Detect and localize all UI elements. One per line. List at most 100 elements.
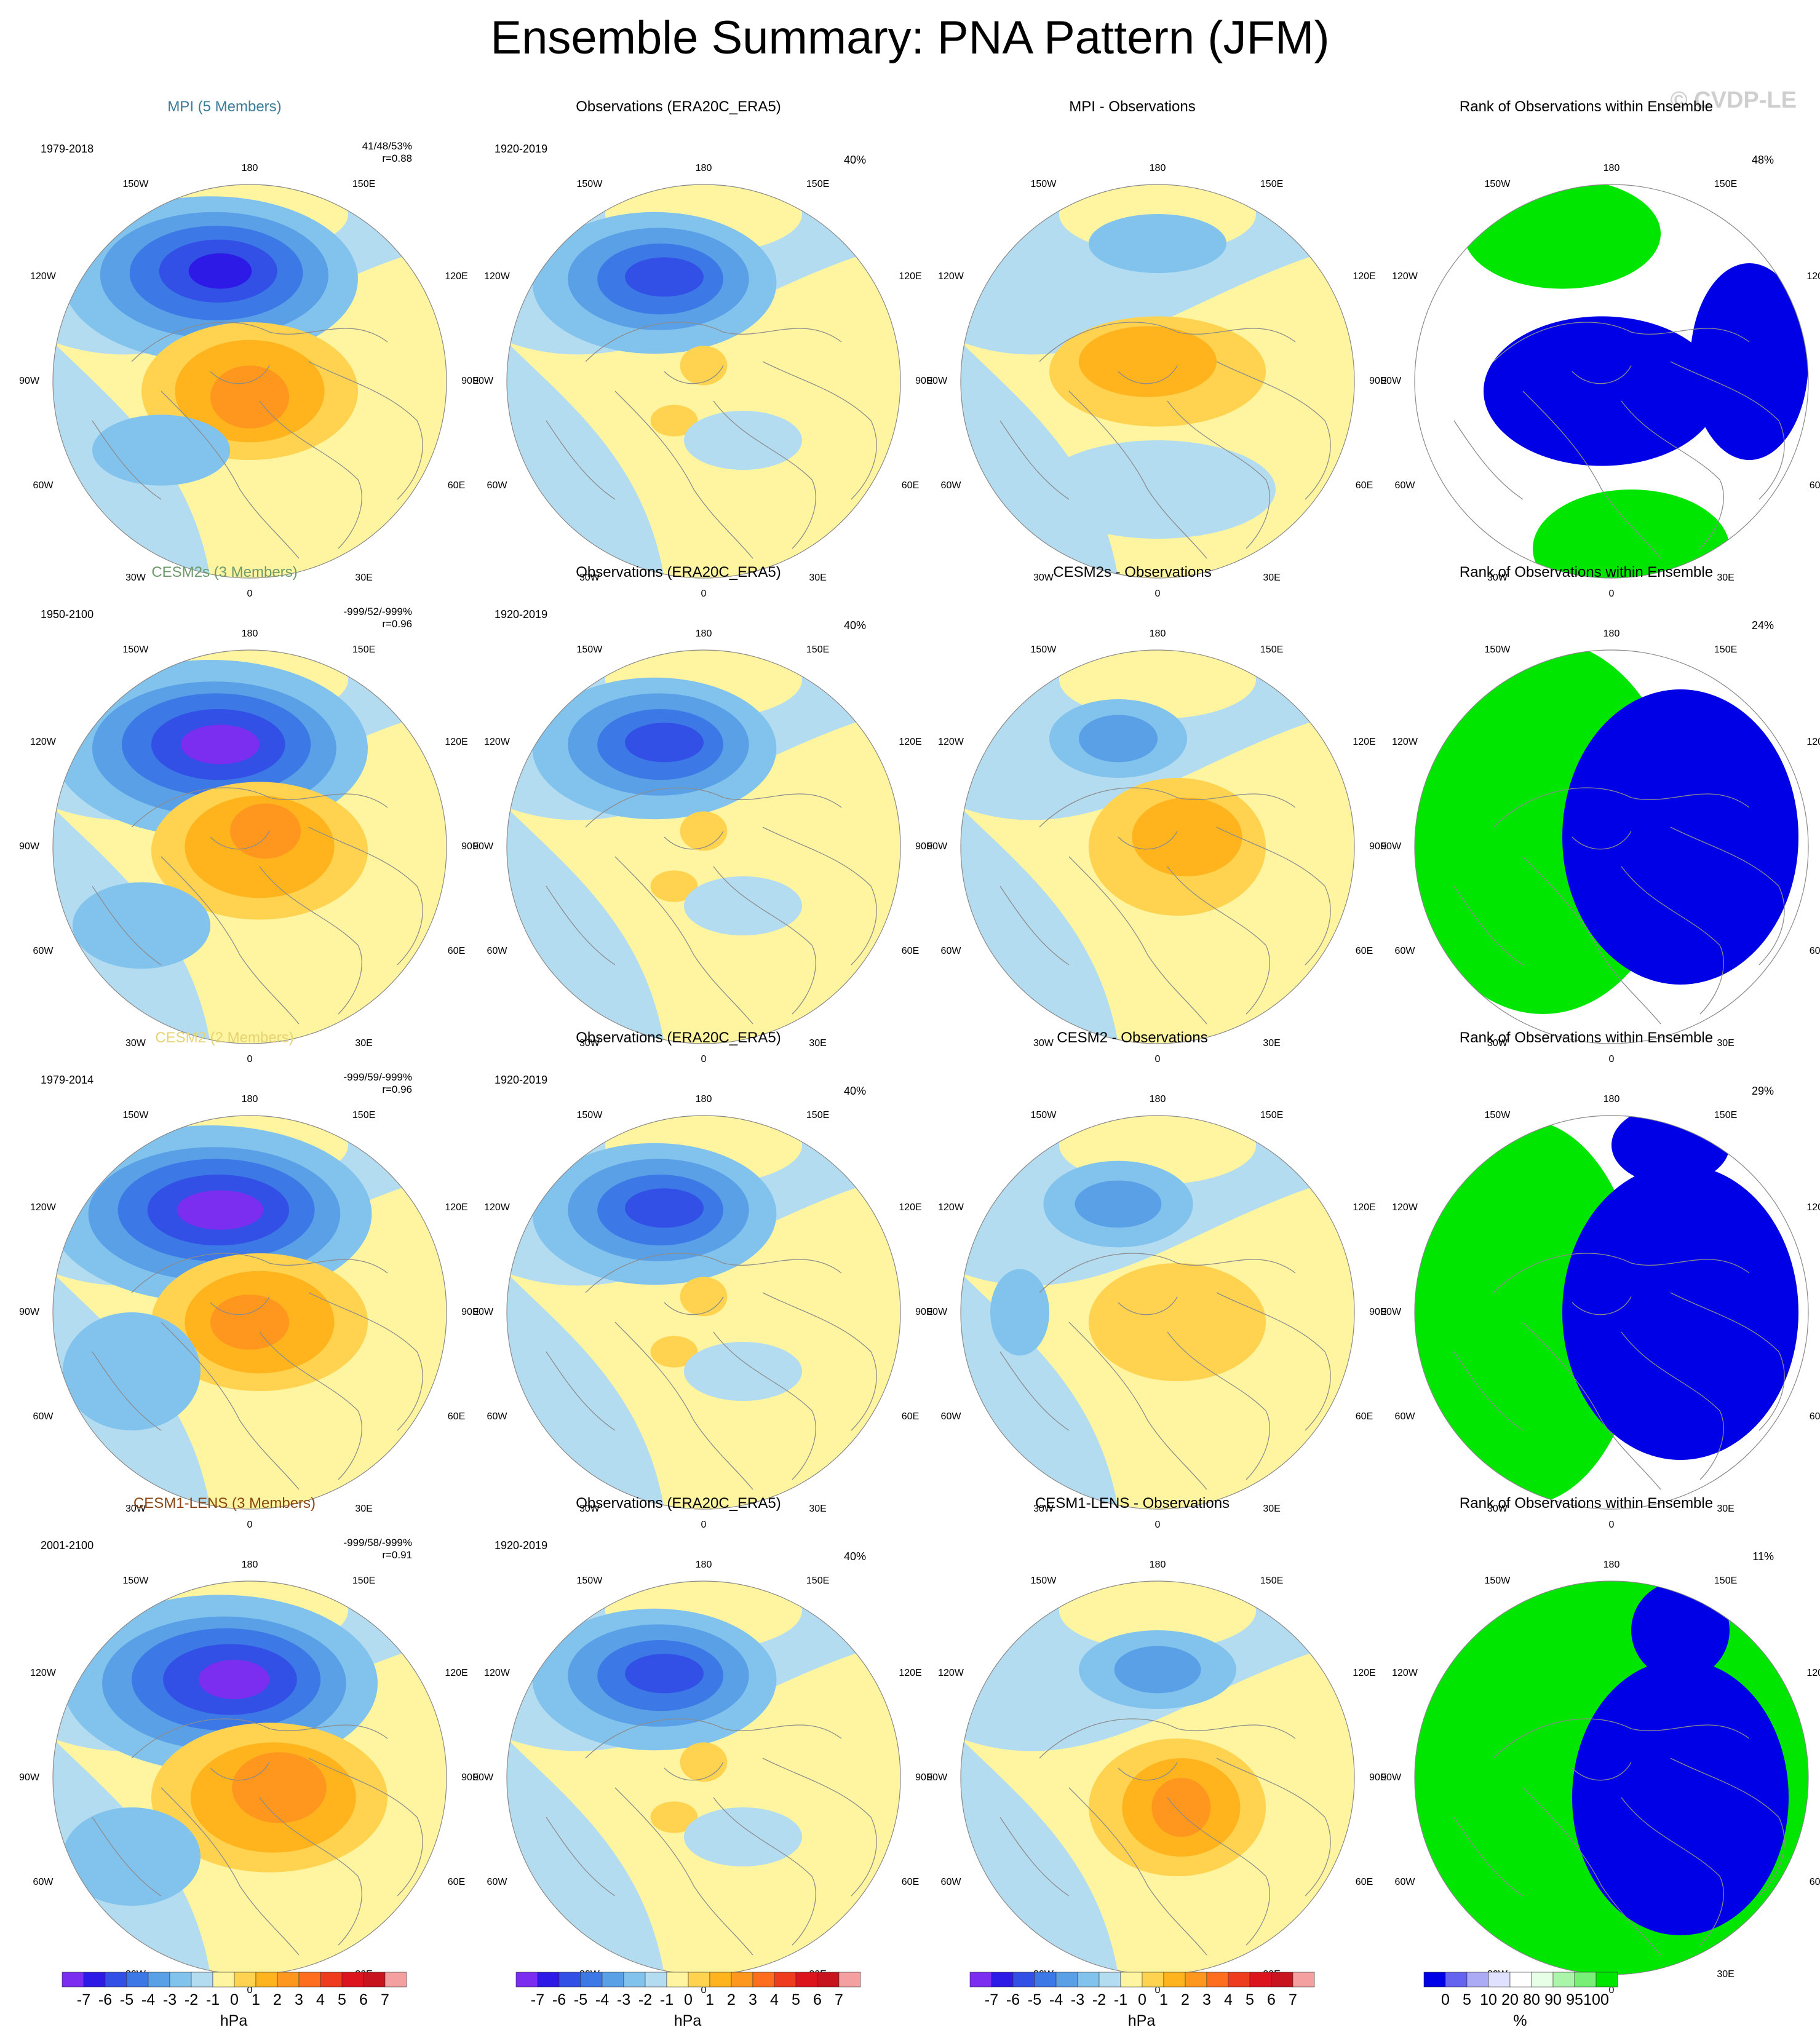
lon-label-b30w: 30W (125, 573, 146, 583)
obs-percent: 40% (843, 154, 866, 166)
lon-label-b60w: 60W (33, 1876, 54, 1887)
colorbar-swatch (558, 1972, 581, 1988)
colorbar-swatch (1574, 1972, 1597, 1988)
lon-label-top: 180 (1603, 1094, 1620, 1105)
colorbar-tick: -1 (1113, 1991, 1128, 2008)
map-r2-diff (960, 1115, 1355, 1510)
lon-label-b60w: 60W (487, 480, 507, 491)
lon-label-b30w: 30W (1487, 573, 1508, 583)
lon-label-b60w: 60W (33, 945, 54, 956)
lon-label-b120e: 120E (1353, 271, 1376, 282)
lon-label-top: 180 (241, 1094, 258, 1105)
lon-label-b90e: 90E (1369, 376, 1387, 386)
lon-label-b150w: 150W (576, 644, 603, 655)
colorbar-tick: -4 (1049, 1991, 1063, 2008)
colorbar-swatch (537, 1972, 560, 1988)
lon-label-b120e: 120E (445, 737, 468, 748)
panel-r2-model: CESM2 (2 Members) 1979-2014 -999/59/-999% r… (0, 1029, 479, 1530)
lon-label-b120e: 120E (899, 1668, 922, 1679)
obs-title: Observations (ERA20C_ERA5) (576, 1495, 781, 1512)
lon-label-b150e: 150E (806, 1576, 830, 1586)
colorbar-swatches (1423, 1972, 1618, 1988)
lon-label-b150w: 150W (1030, 1576, 1057, 1586)
lon-label-b30e: 30E (355, 1504, 373, 1514)
lon-label-b30e: 30E (355, 573, 373, 583)
obs-period: 1920-2019 (495, 143, 548, 155)
colorbar-tick: 6 (1267, 1991, 1276, 2008)
lon-label-b60w: 60W (1394, 1411, 1415, 1422)
colorbar-swatch (1466, 1972, 1489, 1988)
lon-label-b60w: 60W (33, 1411, 54, 1422)
rank-title: Rank of Observations within Ensemble (1459, 564, 1714, 581)
lon-label-bottom: 0 (1608, 1984, 1615, 1996)
panel-r0-rank: Rank of Observations within Ensemble 48% 1… (1362, 98, 1820, 599)
lon-label-top: 180 (1149, 628, 1166, 640)
colorbar-tick: 4 (316, 1991, 325, 2008)
panel-r3-diff: CESM1-LENS - Observations 180 0 150W 150E 120… (908, 1495, 1386, 1996)
colorbar-tick: 2 (273, 1991, 282, 2008)
panel-r0-obs: Observations (ERA20C_ERA5) 1920-2019 40% 18… (454, 98, 932, 599)
lon-label-b60e: 60E (1355, 945, 1373, 956)
lon-label-b120w: 120W (30, 271, 56, 282)
diff-title: CESM2s - Observations (1053, 564, 1212, 581)
map-r1-rank (1414, 649, 1809, 1044)
lon-label-b60e: 60E (1809, 1876, 1820, 1887)
lon-label-bottom: 0 (701, 1519, 707, 1530)
colorbar-tick: -2 (638, 1991, 653, 2008)
lon-label-b120w: 120W (484, 737, 510, 748)
colorbar-colorbar_hpa: -7 -6 -5 -4 -3 -2 -1 0 1 2 3 4 5 6 7 hPa (62, 1972, 407, 2029)
colorbar-tick: 5 (792, 1991, 800, 2008)
lon-label-b30w: 30W (125, 1504, 146, 1514)
lon-label-b90e: 90E (461, 841, 479, 852)
lon-label-b120e: 120E (1353, 1668, 1376, 1679)
lon-label-b120w: 120W (1392, 1202, 1418, 1213)
map-r2-obs (506, 1115, 901, 1510)
colorbar-tick: 0 (1441, 1991, 1450, 2008)
lon-label-b120e: 120E (1806, 271, 1820, 282)
lon-label-b60e: 60E (1809, 945, 1820, 956)
lon-label-b150e: 150E (806, 644, 830, 655)
rank-percent: 24% (1751, 619, 1774, 632)
colorbar-tick: 7 (1289, 1991, 1297, 2008)
colorbar-tick: 100 (1583, 1991, 1609, 2008)
model-period: 1979-2018 (41, 143, 94, 155)
colorbar-tick: 1 (705, 1991, 714, 2008)
lon-label-bottom: 0 (1154, 1519, 1161, 1530)
lon-label-b150e: 150E (1714, 179, 1738, 189)
model-period: 1950-2100 (41, 608, 94, 620)
map-r1-model (52, 649, 447, 1044)
lon-label-b60e: 60E (901, 1876, 920, 1887)
model-stats: -999/52/-999% r=0.96 (326, 606, 412, 630)
watermark: © CVDP-LE (1670, 87, 1797, 113)
rank-percent: 29% (1751, 1085, 1774, 1097)
lon-label-b120w: 120W (30, 1668, 56, 1679)
lon-label-b30w: 30W (1033, 1504, 1054, 1514)
colorbar-swatch (169, 1972, 192, 1988)
lon-label-b150w: 150W (1030, 1110, 1057, 1120)
colorbar-swatch (1292, 1972, 1315, 1988)
lon-label-b90w: 90W (1381, 841, 1402, 852)
lon-label-b90e: 90E (461, 1307, 479, 1317)
colorbar-tick: 2 (1181, 1991, 1190, 2008)
lon-label-top: 180 (1149, 163, 1166, 174)
colorbar-swatch (1120, 1972, 1143, 1988)
lon-label-b60e: 60E (447, 480, 466, 491)
lon-label-b120w: 120W (1392, 737, 1418, 748)
obs-period: 1920-2019 (495, 1074, 548, 1086)
lon-label-b120w: 120W (484, 1668, 510, 1679)
model-period: 2001-2100 (41, 1539, 94, 1552)
lon-label-b120w: 120W (938, 1668, 964, 1679)
lon-label-b150w: 150W (576, 1110, 603, 1120)
obs-title: Observations (ERA20C_ERA5) (576, 1029, 781, 1046)
lon-label-b90w: 90W (927, 1772, 948, 1783)
lon-label-b30e: 30E (1717, 573, 1735, 583)
colorbar-tick: 3 (749, 1991, 757, 2008)
colorbar-swatch (1509, 1972, 1532, 1988)
lon-label-b30e: 30E (1263, 1038, 1281, 1049)
lon-label-b120w: 120W (938, 1202, 964, 1213)
lon-label-b150e: 150E (1260, 179, 1284, 189)
lon-label-b60e: 60E (1355, 1411, 1373, 1422)
colorbar-tick: -5 (119, 1991, 134, 2008)
colorbar-swatch (1228, 1972, 1250, 1988)
panel-r0-diff: MPI - Observations 180 0 150W 150E 120W 120E 90… (908, 98, 1386, 599)
